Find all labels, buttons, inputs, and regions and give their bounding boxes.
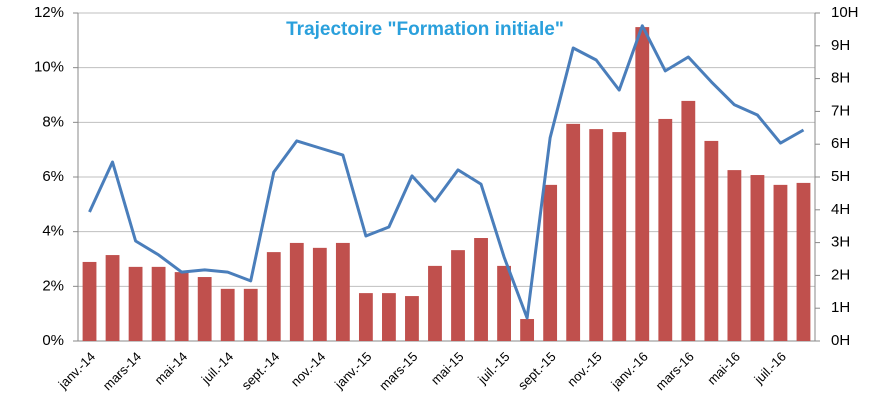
y-tick-label: 10% [34, 59, 64, 76]
bar [220, 288, 235, 341]
bar [266, 252, 281, 341]
x-tick-label: mars-15 [376, 349, 420, 393]
bar [428, 265, 442, 341]
bar [105, 255, 120, 341]
bar [358, 293, 373, 341]
bar [289, 242, 304, 341]
x-tick-label: nov.-15 [564, 349, 605, 390]
y2-tick-label: 1H [831, 299, 850, 316]
y2-tick-label: 4H [831, 201, 850, 218]
bar [704, 140, 719, 341]
x-tick-label: mars-16 [653, 349, 697, 393]
y2-tick-label: 6H [831, 135, 850, 152]
bar [589, 129, 604, 341]
y2-tick-label: 5H [831, 168, 850, 185]
y-tick-label: 2% [42, 277, 64, 294]
y2-tick-label: 10H [831, 4, 859, 21]
y2-tick-label: 9H [831, 37, 850, 54]
bar [520, 319, 535, 341]
bar [543, 184, 558, 341]
x-tick-label: juil.-15 [474, 349, 512, 387]
y2-tick-label: 7H [831, 102, 850, 119]
x-tick-label: sept.-14 [238, 349, 282, 393]
bar [750, 175, 765, 341]
bar [612, 132, 627, 341]
bar [382, 293, 396, 341]
y-tick-label: 12% [34, 4, 64, 21]
bar [82, 261, 97, 341]
bar [151, 266, 166, 341]
x-tick-label: mars-14 [100, 349, 144, 393]
bar [727, 170, 742, 341]
x-tick-label: janv.-16 [607, 349, 650, 392]
bar [773, 184, 788, 341]
x-tick-label: mai-15 [428, 349, 467, 388]
chart-title: Trajectoire "Formation initiale" [286, 19, 564, 40]
y-tick-label: 8% [42, 113, 64, 130]
bar [681, 100, 696, 342]
x-tick-label: nov.-14 [288, 349, 329, 390]
bar [658, 118, 673, 341]
bar [497, 265, 511, 341]
y2-tick-label: 0H [831, 332, 850, 349]
bar [243, 288, 258, 341]
bar [635, 27, 650, 341]
y-tick-label: 4% [42, 223, 64, 240]
x-tick-label: mai-14 [151, 349, 190, 388]
bar [197, 277, 212, 341]
bar [312, 247, 327, 341]
bar [796, 182, 811, 341]
y2-tick-label: 8H [831, 70, 850, 87]
y2-tick-label: 2H [831, 266, 850, 283]
x-tick-label: sept.-15 [515, 349, 559, 393]
x-tick-label: janv.-15 [331, 349, 374, 392]
bar [335, 242, 350, 341]
bar [451, 250, 465, 341]
x-tick-label: juil.-14 [198, 349, 236, 387]
y-tick-label: 6% [42, 168, 64, 185]
x-tick-label: mai-16 [704, 349, 743, 388]
x-tick-label: juil.-16 [751, 349, 789, 387]
bar [128, 266, 143, 341]
bar [174, 272, 189, 341]
bar [405, 296, 419, 341]
y-tick-label: 0% [42, 332, 64, 349]
x-tick-label: janv.-14 [55, 349, 98, 392]
y2-tick-label: 3H [831, 234, 850, 251]
bar [566, 123, 581, 341]
bar [474, 238, 488, 341]
line [88, 24, 805, 320]
